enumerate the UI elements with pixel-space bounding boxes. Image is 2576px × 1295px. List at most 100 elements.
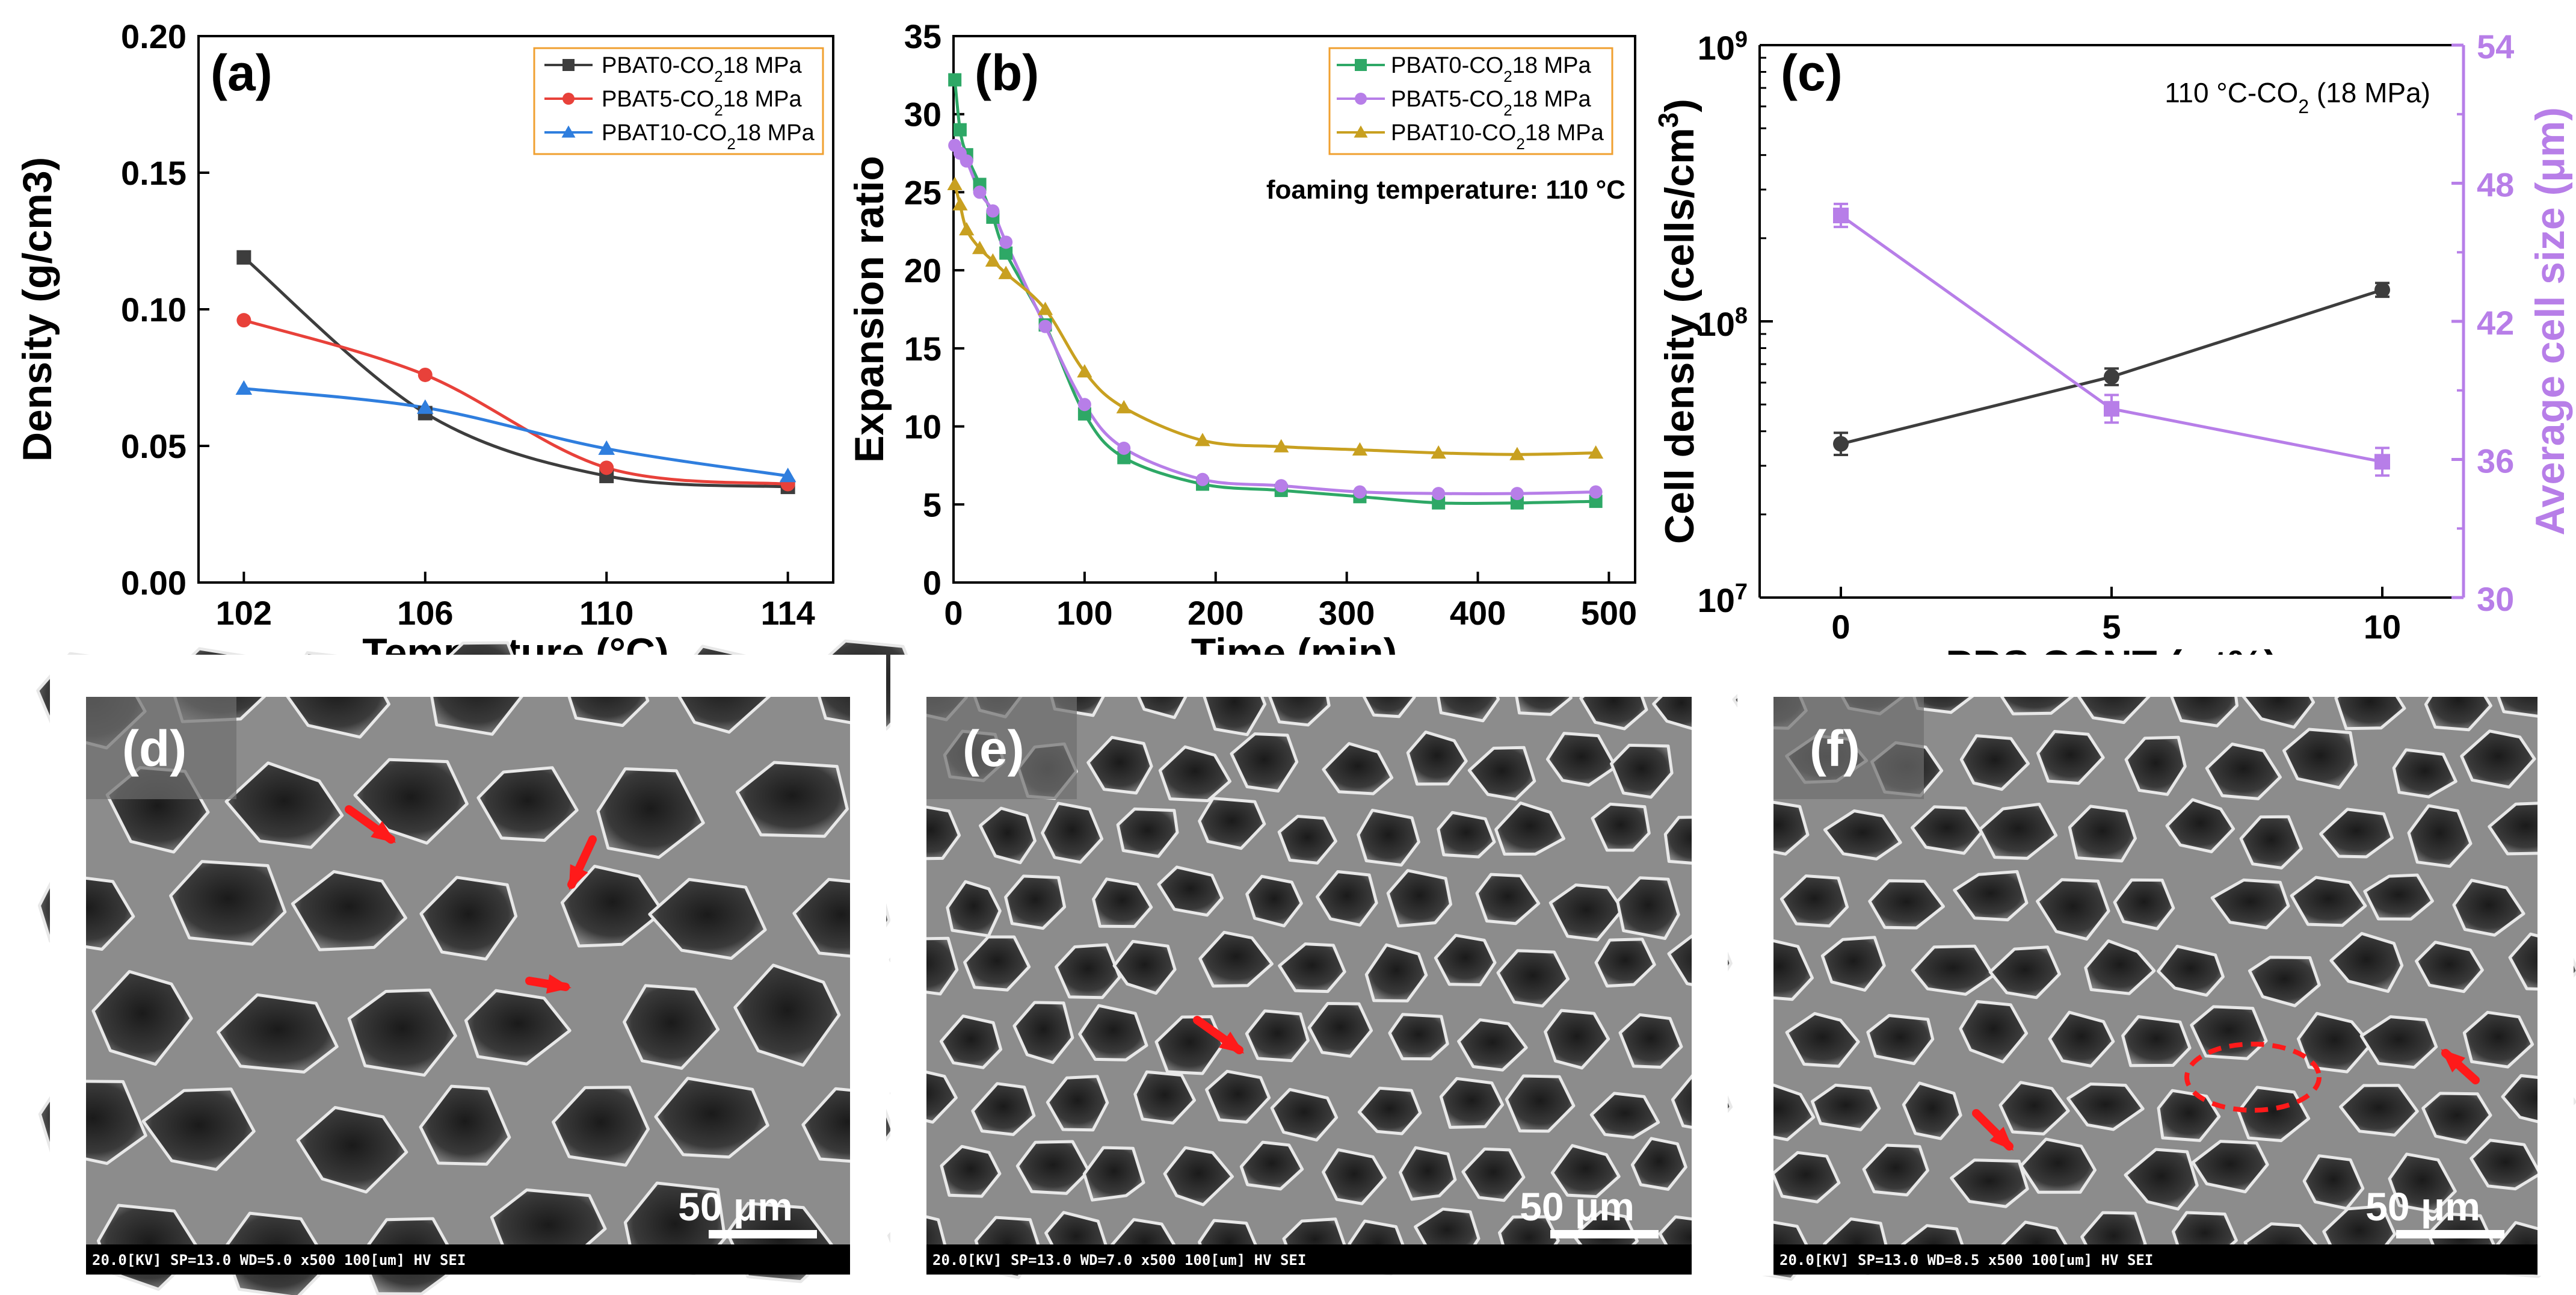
sem-cell: [2415, 941, 2484, 994]
sem-cell: [2124, 735, 2187, 796]
panel-b-data-point: [960, 154, 973, 168]
panel-b-ytick-label: 30: [904, 96, 941, 134]
panel-c-cell-size-point: [1833, 208, 1849, 224]
sem-scale-text: 50 μm: [678, 1184, 793, 1229]
panel-a-legend-marker: [562, 59, 575, 71]
sem-cell: [2124, 1148, 2199, 1211]
panel-b-ticks: 0 100 200 300 400 500 0 5 10 15 20 25 30 35: [904, 17, 1637, 632]
sem-cell: [1307, 1002, 1373, 1058]
panel-b-ytick-label: 25: [904, 173, 941, 211]
sem-cell: [1270, 1087, 1339, 1142]
sem-cell: [1630, 1137, 1687, 1191]
panel-c-ytick-right-label: 48: [2477, 166, 2514, 204]
panel-c-cell-size-point: [2374, 454, 2390, 470]
sem-cell: [2239, 815, 2303, 870]
panel-b-markers: [947, 73, 1604, 510]
panel-b-data-point: [1432, 496, 1446, 510]
sem-cell: [1437, 811, 1496, 859]
sem-cell: [623, 984, 720, 1070]
sem-cell: [1055, 943, 1121, 1000]
panel-b-data-point: [1431, 445, 1446, 459]
sem-cell: [347, 988, 457, 1077]
sem-info-text: 20.0[KV] SP=13.0 WD=7.0 x500 100[um] HV …: [932, 1252, 1306, 1269]
sem-cell: [654, 1077, 769, 1159]
sem-cell: [1589, 1092, 1660, 1139]
panel-b-data-point: [1432, 487, 1446, 501]
sem-panel-label: (d): [122, 720, 186, 777]
sem-cell: [91, 970, 193, 1066]
sem-scale-bar: [709, 1230, 817, 1238]
panel-b-data-point: [1117, 441, 1131, 455]
sem-cell: [464, 989, 572, 1066]
panel-a-data-point: [599, 460, 614, 475]
sem-cell: [1239, 1140, 1304, 1191]
panel-c-xtick-label: 10: [2364, 608, 2401, 646]
panel-b-data-point: [1509, 447, 1525, 460]
sem-cell: [1278, 942, 1346, 994]
sem-cell: [1496, 949, 1570, 1008]
panel-c-annotation-text: 110 °C-CO: [2165, 77, 2298, 108]
sem-cell: [1116, 807, 1179, 858]
red-arrow-head: [1219, 1031, 1245, 1054]
sem-cell: [224, 761, 344, 849]
sem-cell: [2319, 808, 2394, 859]
panel-a-legend-label: PBAT10-CO218 MPa: [602, 120, 815, 153]
panel-c-ticks: 0 5 10 107 108 109 30 36 42 48 54: [1698, 27, 2515, 646]
sem-cell: [2470, 1139, 2542, 1191]
panel-a-data-point: [598, 440, 615, 455]
sem-cell: [2020, 1137, 2097, 1194]
panel-b-data-point: [1353, 485, 1367, 499]
sem-cell: [419, 876, 518, 961]
sem-cell: [1548, 883, 1624, 942]
sem-cell: [1012, 1001, 1074, 1065]
sem-cell: [169, 860, 287, 946]
sem-cell: [1544, 1009, 1610, 1070]
panel-b-xtick-label: 200: [1188, 594, 1243, 632]
panel-a-markers: [235, 250, 797, 495]
sem-cell: [2296, 1012, 2373, 1074]
sem-cell: [1133, 1070, 1196, 1125]
sem-cell: [419, 1084, 511, 1166]
panel-b-data-point: [952, 197, 968, 211]
panel-c-ytick-left-label: 108: [1698, 303, 1748, 343]
panel-b-xtick-label: 500: [1581, 594, 1637, 632]
panel-c-xtick-label: 0: [1831, 608, 1850, 646]
sem-mask: [850, 696, 886, 1276]
panel-c-ytick-left-label: 107: [1698, 580, 1748, 619]
sem-cell: [1779, 874, 1849, 928]
sem-mask: [50, 696, 86, 1276]
panel-c-annotation: 110 °C-CO2 (18 MPa): [2165, 77, 2430, 117]
sem-cell: [2205, 743, 2282, 800]
sem-cell: [2359, 1015, 2438, 1069]
panel-b-ytick-label: 35: [904, 17, 941, 55]
sem-cell: [1953, 870, 2029, 922]
sem-cell: [1998, 1081, 2070, 1136]
panel-b-xtick-label: 100: [1056, 594, 1112, 632]
sem-info-bar: [86, 1244, 850, 1275]
sem-info-bar: [926, 1244, 1692, 1275]
red-arrow-head: [2441, 1049, 2466, 1073]
sem-cell: [648, 877, 767, 960]
panel-b-data-point: [973, 185, 987, 199]
sem-cell: [1357, 808, 1420, 867]
sem-cell: [1015, 1140, 1091, 1195]
panel-a-series-line: [243, 318, 788, 486]
sem-cell: [2157, 1089, 2221, 1142]
sem-cell: [1505, 1074, 1576, 1133]
sem-cell: [1277, 815, 1337, 865]
sem-cell: [1475, 873, 1541, 926]
sem-mask: [1737, 696, 1773, 1276]
sem-cell: [2392, 748, 2457, 799]
sem-cell: [141, 1087, 256, 1171]
panel-b-legend-marker: [1355, 59, 1367, 71]
panel-a-ytick-label: 0.15: [121, 154, 186, 192]
sem-cell: [1457, 1018, 1528, 1072]
panel-a-data-point: [418, 367, 433, 382]
panel-a-ylabel: Density (g/cm3): [14, 157, 60, 462]
sem-cell: [2157, 945, 2225, 997]
sem-cell: [2210, 878, 2290, 930]
panel-b-data-point: [1117, 451, 1131, 465]
sem-cell: [1591, 802, 1651, 852]
panel-a-legend-label: PBAT0-CO218 MPa: [602, 53, 803, 85]
